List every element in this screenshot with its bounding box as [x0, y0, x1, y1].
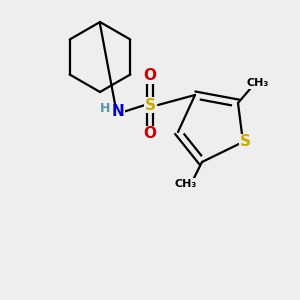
Text: CH₃: CH₃: [175, 179, 197, 189]
Text: S: S: [239, 134, 250, 149]
Text: H: H: [100, 103, 110, 116]
Text: S: S: [145, 98, 155, 112]
Text: N: N: [112, 104, 124, 119]
Text: O: O: [143, 68, 157, 83]
Text: O: O: [143, 127, 157, 142]
Text: CH₃: CH₃: [247, 78, 269, 88]
